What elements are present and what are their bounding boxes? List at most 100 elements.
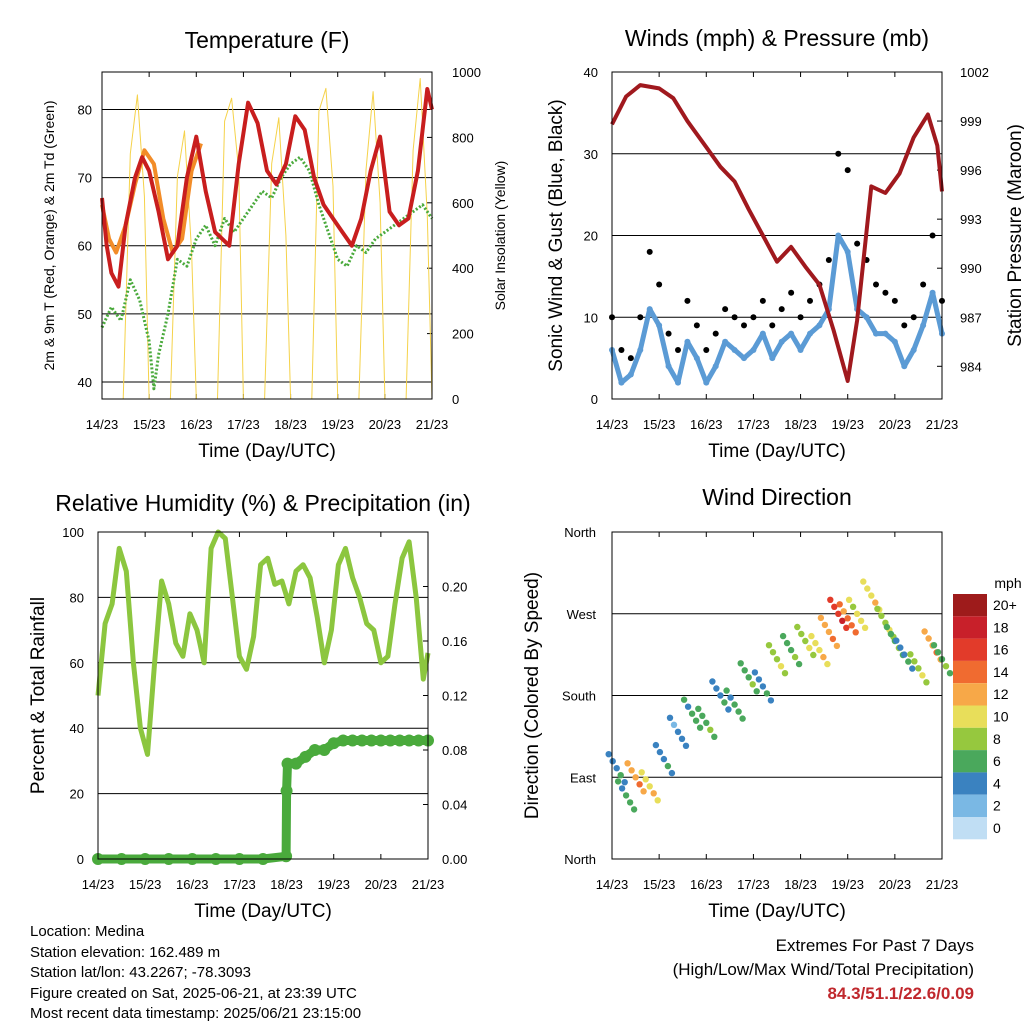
direction-point [919,672,926,679]
colorbar-swatch [953,683,987,706]
direction-point [874,605,881,612]
precip-point [356,734,368,747]
gust-point [901,322,908,329]
direction-point [737,660,744,667]
gust-point [920,281,927,288]
direction-point [833,642,841,650]
direction-point [934,649,942,656]
x-tick-label: 19/23 [321,417,354,432]
panel-title: Temperature (F) [185,27,350,53]
precip-point [318,744,331,756]
x-tick-label: 16/23 [180,417,213,432]
panel-4: Wind Direction 14/23 15/23 16/23 17/23 18/23 1… [522,484,1022,922]
x-tick-label: 14/23 [596,877,629,892]
direction-point [605,751,612,758]
gust-point [873,281,879,288]
colorbar-label: 14 [993,664,1009,680]
gust-point [722,306,729,313]
colorbar-label: 20+ [993,597,1017,613]
direction-point [897,644,904,651]
direction-point [893,637,900,644]
precip-point [384,734,397,747]
direction-point [652,741,660,749]
x-tick-label: 17/23 [737,417,770,432]
direction-point [825,628,833,636]
wind-point [750,346,757,353]
x-tick-label: 15/23 [643,417,676,432]
direction-point [783,639,791,647]
direction-point [711,733,718,740]
direction-point [817,614,825,622]
direction-point [688,710,696,717]
direction-point [773,656,781,663]
colorbar-swatch [953,817,987,840]
direction-point [794,623,801,631]
x-tick-label: 14/23 [596,417,629,432]
y-right-tick-label: 200 [452,327,474,342]
direction-point [763,690,771,697]
y-right-tick-label: 600 [452,196,474,211]
gust-point [854,240,861,247]
gust-point [675,346,681,353]
direction-point [849,603,857,610]
precip-point [403,734,416,747]
y-axis-label: Percent & Total Rainfall [28,597,49,794]
y-tick-label: 0 [77,852,84,867]
y-right-tick-label: 990 [960,261,982,276]
gust-point [759,297,766,304]
colorbar-label: 12 [993,686,1009,702]
direction-point [787,646,795,654]
extremes-panel: Extremes For Past 7 Days (High/Low/Max W… [673,934,974,1006]
wind-point [675,379,681,386]
direction-point [684,703,692,710]
direction-point [692,717,700,724]
x-tick-label: 21/23 [926,417,959,432]
y-right-tick-label: 0.16 [442,634,467,649]
direction-point [751,669,759,676]
direction-point [640,788,647,795]
direction-point [678,735,686,742]
x-tick-label: 14/23 [82,877,115,892]
series-line-9m-t [100,142,203,255]
direction-point [723,687,730,694]
direction-point [806,644,813,652]
direction-point [613,765,620,772]
plot-frame [97,531,429,860]
gust-point [646,248,653,255]
gust-point [769,322,776,329]
wind-point [712,363,719,370]
wind-point [759,330,766,337]
y-tick-label: West [567,607,597,622]
x-tick-label: 20/23 [879,417,912,432]
wind-point [684,338,691,345]
direction-point [857,617,865,624]
direction-point [745,674,752,681]
wind-point [731,346,738,353]
plot-frame [611,531,943,860]
y-tick-label: 60 [70,656,84,671]
direction-point [650,790,657,797]
direction-point [810,651,817,659]
direction-point [907,651,914,658]
x-axis-label: Time (Day/UTC) [708,441,846,462]
direction-point [624,760,631,767]
direction-point [852,629,859,636]
direction-point [872,599,879,606]
direction-point [853,610,861,617]
y-tick-label: South [562,689,596,704]
gust-point [844,167,851,174]
precip-point [308,744,321,756]
direction-point [664,762,672,770]
y-right-tick-label: 987 [960,310,982,325]
plot-frame [611,71,943,400]
extremes-title: Extremes For Past 7 Days [775,936,974,955]
colorbar-label: 16 [993,642,1009,658]
gust-point [712,330,719,337]
y-tick-label: 30 [584,147,598,162]
direction-point [725,706,732,713]
x-tick-label: 17/23 [737,877,770,892]
direction-point [668,769,676,777]
colorbar-swatch [953,638,987,661]
humidity-line [95,529,431,757]
